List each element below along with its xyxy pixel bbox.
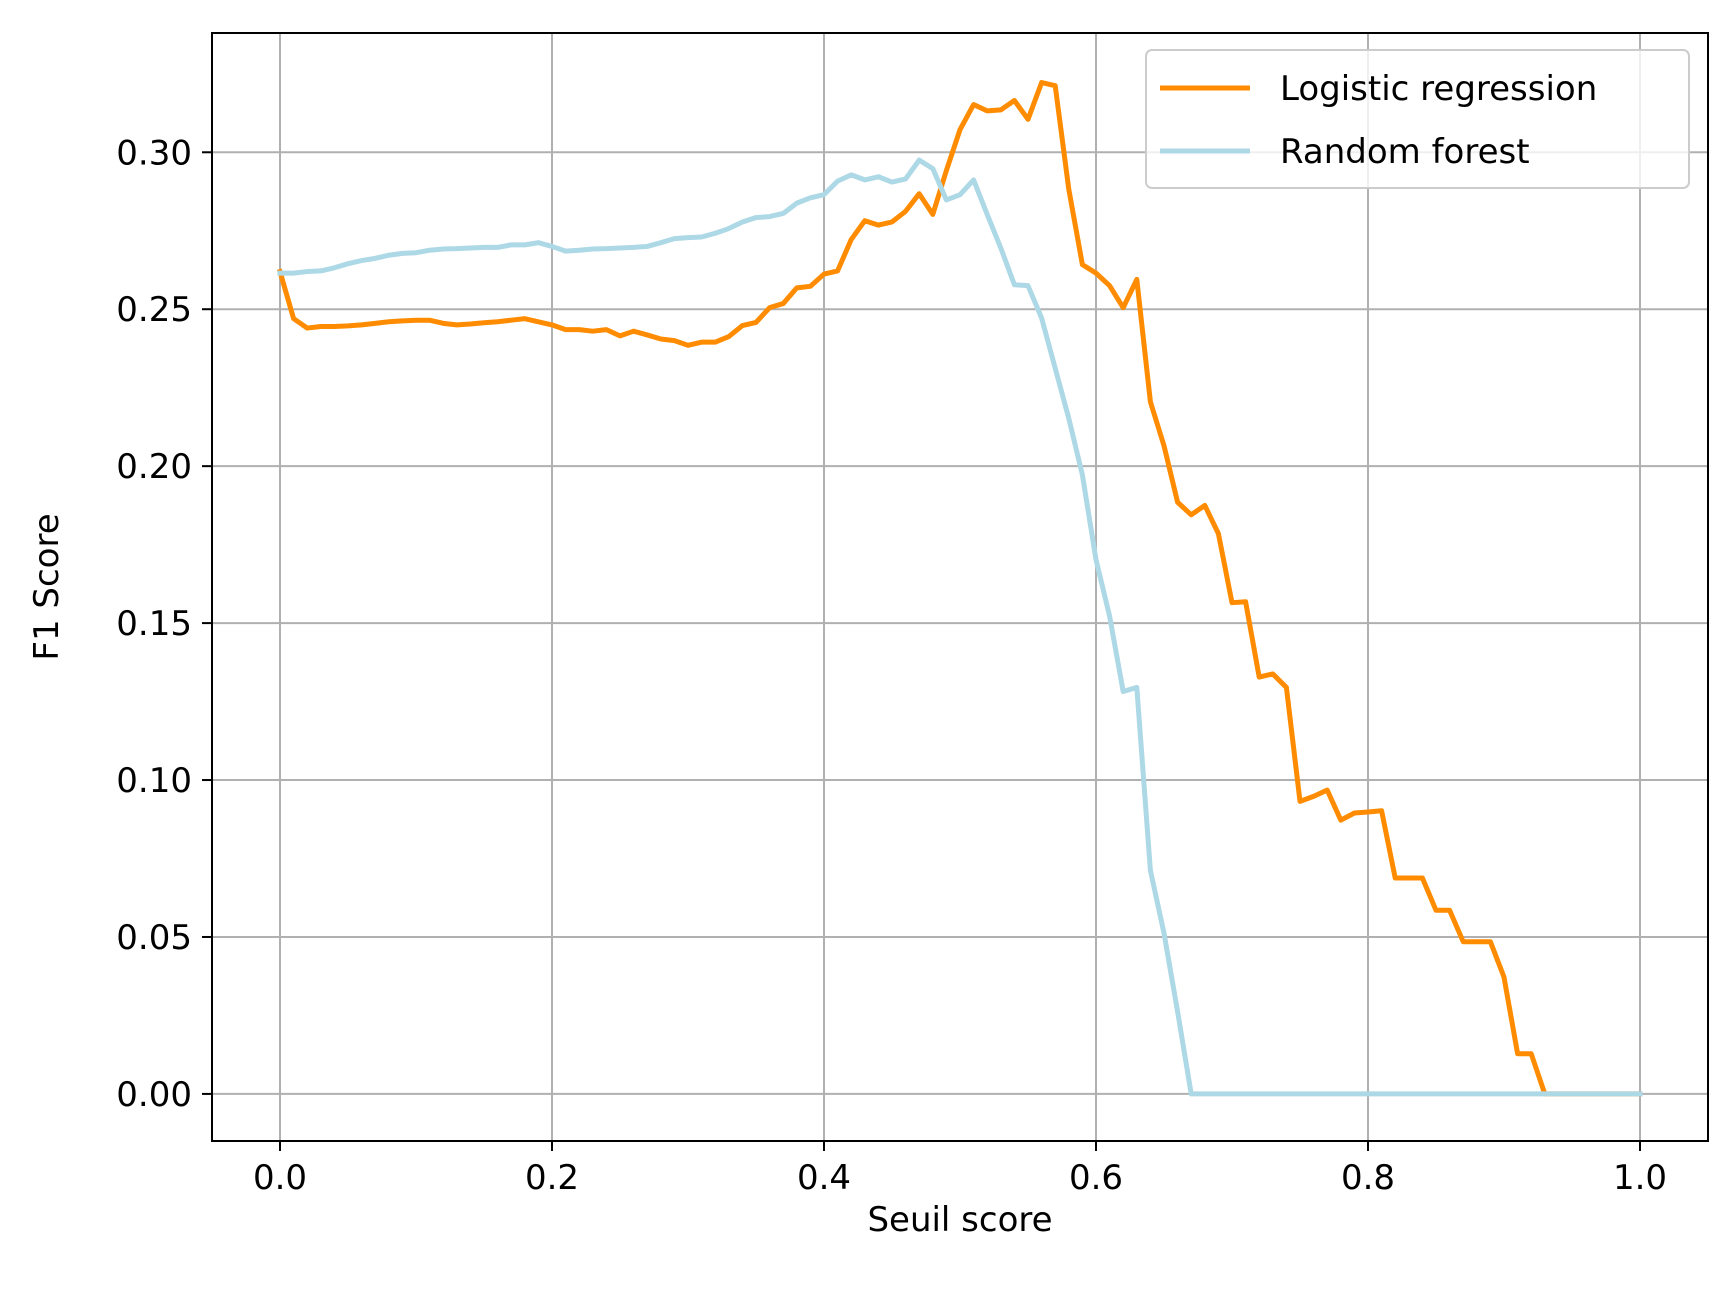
y-tick-label: 0.00 <box>116 1075 192 1115</box>
y-tick-label: 0.15 <box>116 604 192 644</box>
y-tick-label: 0.20 <box>116 447 192 487</box>
legend: Logistic regression Random forest <box>1145 49 1690 189</box>
y-tick-label: 0.05 <box>116 918 192 958</box>
x-tick-label: 0.0 <box>253 1158 307 1198</box>
legend-entry: Random forest <box>1280 132 1530 172</box>
x-tick-label: 0.2 <box>525 1158 579 1198</box>
series-line-1 <box>277 157 1643 1097</box>
y-tick-label: 0.10 <box>116 761 192 801</box>
x-axis-label: Seuil score <box>867 1200 1052 1240</box>
legend-entry: Logistic regression <box>1280 69 1597 109</box>
y-axis-ticks: 0.00 0.05 0.10 0.15 0.20 0.25 0.30 <box>116 133 212 1115</box>
x-tick-label: 0.4 <box>797 1158 851 1198</box>
x-tick-label: 1.0 <box>1613 1158 1667 1198</box>
legend-box <box>1145 49 1690 189</box>
y-tick-label: 0.25 <box>116 290 192 330</box>
x-tick-label: 0.6 <box>1069 1158 1123 1198</box>
series-line-0 <box>276 80 1643 1097</box>
series-lines <box>276 80 1643 1097</box>
y-axis-label: F1 Score <box>27 513 67 660</box>
plot-frame <box>211 32 1709 1142</box>
x-axis-ticks: 0.0 0.2 0.4 0.6 0.8 1.0 <box>253 1141 1667 1198</box>
y-tick-label: 0.30 <box>116 133 192 173</box>
x-tick-label: 0.8 <box>1341 1158 1395 1198</box>
